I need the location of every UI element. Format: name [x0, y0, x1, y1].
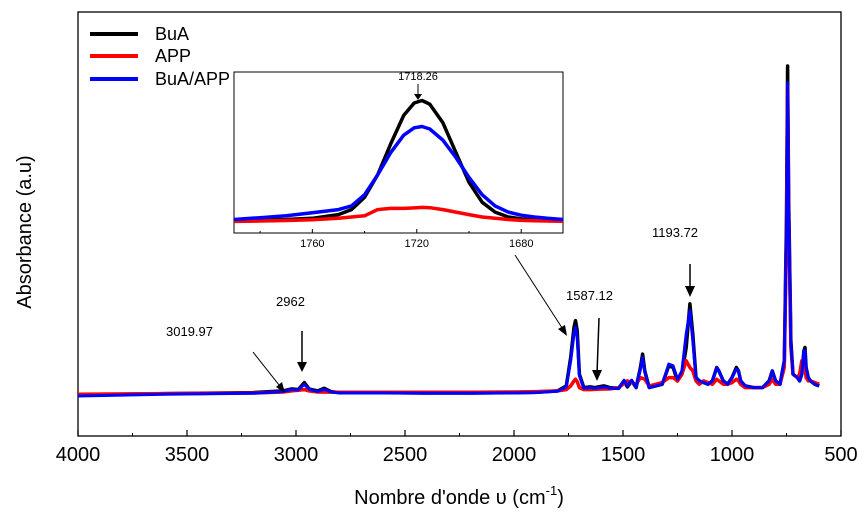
- annotation-1587: 1587.12: [566, 288, 613, 303]
- x-axis-title-superscript: -1: [546, 483, 558, 498]
- annotation-2962: 2962: [276, 294, 305, 309]
- inset-series-line-bua-app-4-1: [233, 124, 564, 222]
- main-series-group: [77, 64, 820, 398]
- x-axis-title-main: Nombre d'onde υ (cm: [354, 487, 546, 509]
- annotation-1587-arrowhead: [592, 370, 602, 381]
- annotations: 3019.97 2962 1587.12 1193.72: [166, 225, 698, 393]
- inset-x-tick-label-1720: 1720: [405, 238, 429, 250]
- y-axis-title: Absorbance (a.u): [14, 155, 36, 308]
- legend-label-bua: BuA: [155, 24, 189, 44]
- annotation-3019: 3019.97: [166, 324, 213, 339]
- annotation-1587-arrow: [596, 317, 600, 375]
- annotation-3019-arrow: [252, 351, 284, 391]
- x-tick-label-3500: 3500: [165, 444, 210, 466]
- inset-peak-arrowhead: [414, 94, 422, 100]
- inset-x-axis-ticks: 1760 1720 1680: [259, 229, 533, 250]
- x-axis-title: Nombre d'onde υ (cm-1): [354, 483, 564, 509]
- legend-label-app: APP: [155, 46, 191, 66]
- x-tick-label-2500: 2500: [383, 444, 428, 466]
- inset-x-tick-label-1760: 1760: [300, 238, 324, 250]
- inset-frame: [233, 71, 564, 234]
- annotation-2962-arrowhead: [297, 362, 307, 372]
- x-axis-title-end: ): [557, 487, 564, 509]
- series-line-bua-app-4-1: [77, 81, 820, 398]
- inset-connector-arrow: [514, 254, 567, 335]
- x-axis-ticks: 4000 3500 3000 2500 2000 1500 1000 500: [56, 430, 858, 466]
- inset-series-line-app: [233, 205, 564, 224]
- inset-series-group: [233, 98, 564, 224]
- annotation-1193: 1193.72: [652, 225, 698, 240]
- inset-chart: 1760 1720 1680 1718.26: [233, 71, 567, 336]
- x-tick-label-2000: 2000: [492, 444, 537, 466]
- x-tick-label-1500: 1500: [601, 444, 646, 466]
- inset-connector-arrowhead: [558, 325, 567, 336]
- annotation-1193-arrowhead: [685, 286, 695, 297]
- x-tick-label-4000: 4000: [56, 444, 101, 466]
- x-tick-label-500: 500: [824, 444, 857, 466]
- x-tick-label-3000: 3000: [274, 444, 319, 466]
- inset-series-line-bua: [233, 98, 564, 223]
- inset-x-tick-label-1680: 1680: [509, 238, 533, 250]
- x-tick-label-1000: 1000: [710, 444, 755, 466]
- annotation-3019-arrowhead: [276, 382, 285, 393]
- inset-peak-label: 1718.26: [398, 71, 438, 83]
